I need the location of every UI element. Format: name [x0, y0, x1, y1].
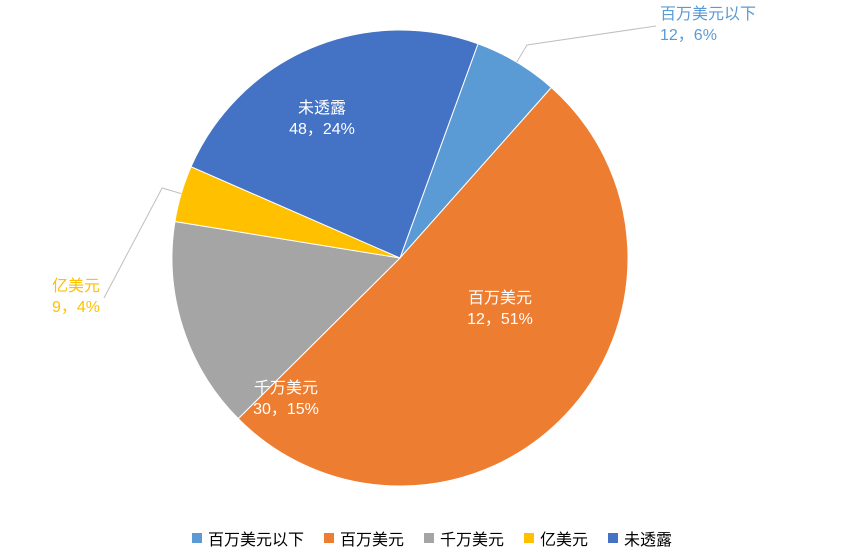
- pie-svg: [0, 0, 864, 556]
- legend-swatch: [192, 533, 202, 543]
- legend-swatch: [524, 533, 534, 543]
- legend-item: 百万美元以下: [192, 526, 304, 550]
- legend-item: 百万美元: [324, 526, 404, 550]
- legend-label: 亿美元: [540, 526, 588, 550]
- legend: 百万美元以下 百万美元 千万美元 亿美元 未透露: [0, 526, 864, 550]
- legend-label: 百万美元以下: [208, 526, 304, 550]
- leader-line: [104, 188, 181, 298]
- legend-item: 千万美元: [424, 526, 504, 550]
- leader-line: [517, 26, 656, 62]
- legend-swatch: [608, 533, 618, 543]
- legend-swatch: [324, 533, 334, 543]
- legend-label: 千万美元: [440, 526, 504, 550]
- legend-label: 百万美元: [340, 526, 404, 550]
- pie-chart: 百万美元以下12，6%百万美元12，51%千万美元30，15%亿美元9，4%未透…: [0, 0, 864, 556]
- legend-item: 亿美元: [524, 526, 588, 550]
- legend-swatch: [424, 533, 434, 543]
- legend-label: 未透露: [624, 526, 672, 550]
- legend-item: 未透露: [608, 526, 672, 550]
